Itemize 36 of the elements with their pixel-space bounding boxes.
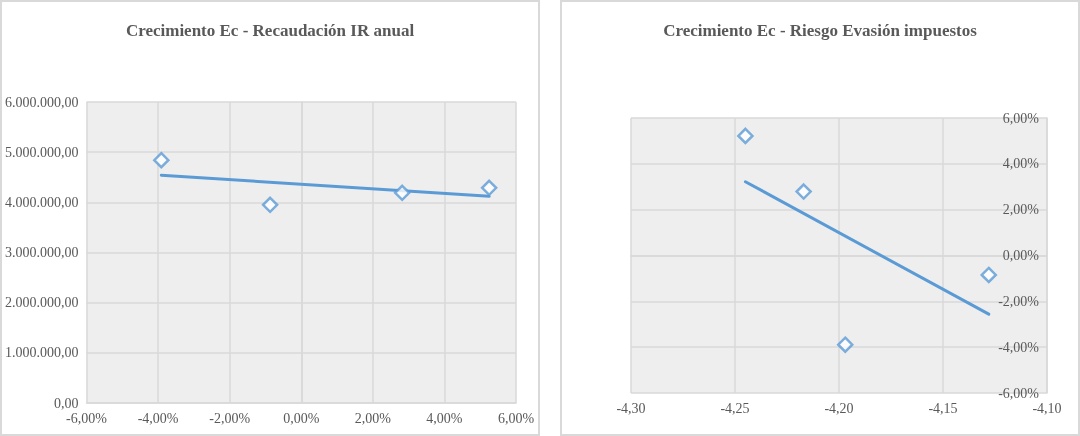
point [261,196,279,214]
y-tick-label: 4,00% [1002,156,1040,172]
y-tick-label: 2.000.000,00 [5,295,79,311]
y-tick-label: -2,00% [998,293,1040,309]
x-tick-label: -4,15 [928,400,958,416]
point [153,151,170,169]
y-tick-label: 1.000.000,00 [5,345,79,361]
x-tick-label: -4,30 [616,400,646,416]
x-tick-label: 0,00% [283,410,320,426]
chart-title: Crecimiento Ec - Recaudación IR anual [125,20,415,40]
y-tick-label: 0,00 [54,395,79,411]
y-tick-label: 6.000.000,00 [5,94,79,110]
y-tick-label: 0,00% [1002,248,1040,263]
x-tick-label: 4,00% [426,410,463,426]
x-tick-label: 6,00% [497,410,535,426]
x-tick-label: -4,00% [137,410,179,426]
point [795,183,812,200]
x-tick-label: -2,00% [209,410,251,426]
chart-title: Crecimiento Ec - Riesgo Evasión impuestos [663,20,978,40]
y-tick-label: -4,00% [998,339,1040,355]
x-tick-label: -4,25 [720,400,750,416]
y-tick-label: -6,00% [998,385,1040,401]
x-tick-label: 2,00% [354,410,392,426]
point [737,127,754,145]
x-tick-label: -4,20 [824,400,854,416]
x-tick-label: -4,10 [1032,400,1062,416]
point [393,184,411,202]
y-tick-label: 2,00% [1002,202,1040,218]
point [480,179,498,197]
point [836,336,854,353]
y-tick-label: 6,00% [1002,110,1040,126]
y-tick-label: 3.000.000,00 [5,245,79,260]
y-tick-label: 4.000.000,00 [5,194,79,210]
x-tick-label: -6,00% [66,410,108,426]
y-tick-label: 5.000.000,00 [5,144,79,160]
point [980,266,998,284]
